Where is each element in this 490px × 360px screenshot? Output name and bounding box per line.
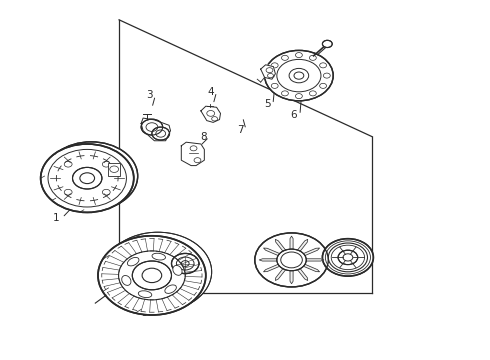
Circle shape (338, 250, 358, 265)
Circle shape (255, 233, 328, 287)
Polygon shape (141, 118, 171, 141)
Circle shape (277, 249, 306, 271)
Circle shape (322, 239, 373, 276)
Text: 1: 1 (53, 213, 60, 223)
Text: 3: 3 (146, 90, 153, 100)
Polygon shape (275, 239, 286, 251)
Circle shape (152, 127, 170, 140)
Circle shape (98, 236, 206, 315)
Text: 4: 4 (207, 87, 214, 97)
Polygon shape (303, 264, 319, 272)
Circle shape (41, 144, 134, 212)
Ellipse shape (138, 291, 152, 298)
Polygon shape (264, 248, 280, 256)
Polygon shape (181, 142, 204, 166)
Circle shape (73, 167, 102, 189)
Polygon shape (303, 248, 319, 256)
Ellipse shape (152, 253, 166, 260)
Polygon shape (264, 264, 280, 272)
Polygon shape (297, 239, 308, 251)
Text: 12: 12 (346, 265, 360, 275)
Polygon shape (261, 65, 275, 79)
Circle shape (322, 40, 332, 48)
Circle shape (132, 261, 172, 290)
Circle shape (265, 50, 333, 101)
Text: 8: 8 (200, 132, 207, 142)
Polygon shape (290, 271, 293, 284)
Text: 2: 2 (97, 202, 104, 212)
Text: 11: 11 (282, 272, 296, 282)
Text: 10: 10 (180, 278, 193, 288)
Text: 6: 6 (291, 110, 297, 120)
Text: 7: 7 (237, 125, 244, 135)
Polygon shape (201, 106, 220, 122)
Ellipse shape (173, 265, 182, 275)
Polygon shape (275, 269, 286, 280)
Ellipse shape (122, 275, 131, 285)
Circle shape (104, 232, 212, 311)
Text: 9: 9 (141, 308, 148, 318)
Polygon shape (306, 259, 324, 261)
Text: 5: 5 (264, 99, 270, 109)
Ellipse shape (127, 257, 139, 266)
Circle shape (172, 253, 199, 274)
Circle shape (141, 119, 163, 135)
Bar (108, 163, 120, 176)
Polygon shape (259, 259, 277, 261)
Circle shape (45, 142, 138, 210)
Ellipse shape (165, 285, 176, 293)
Polygon shape (297, 269, 308, 280)
Polygon shape (290, 236, 293, 249)
